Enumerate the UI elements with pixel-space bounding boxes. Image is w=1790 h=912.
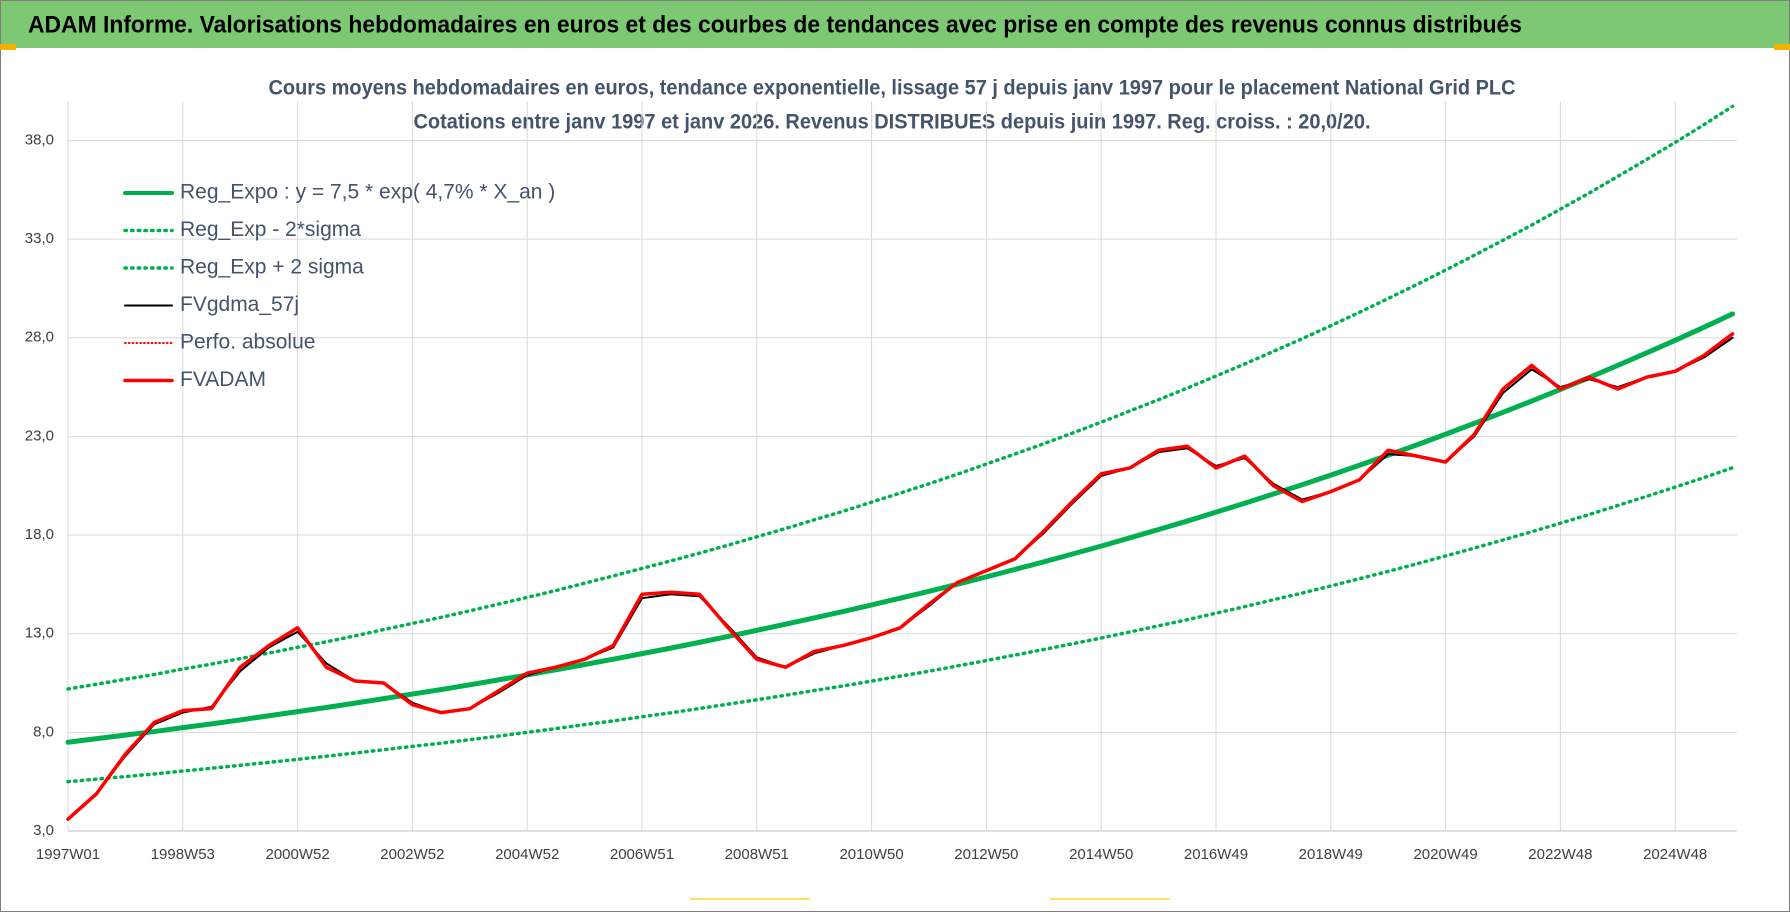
x-tick-label: 2022W48 [1528,846,1592,863]
series-line [66,466,1735,784]
legend-label: Reg_Expo : y = 7,5 * exp( 4,7% * X_an ) [180,181,555,204]
y-tick-label: 8,0 [33,723,54,740]
y-tick-label: 3,0 [33,822,54,839]
legend-label: FVADAM [180,368,266,391]
x-tick-label: 2020W49 [1413,846,1477,863]
x-tick-label: 2002W52 [380,846,444,863]
legend-label: Reg_Exp + 2 sigma [180,256,364,279]
series-line [66,332,1735,821]
x-tick-label: 2024W48 [1643,846,1707,863]
y-tick-label: 13,0 [25,625,54,642]
x-tick-label: 2014W50 [1069,846,1133,863]
corner [0,44,16,50]
chart-subtitle: Cotations entre janv 1997 et janv 2026. … [414,111,1371,134]
x-tick-label: 2016W49 [1184,846,1248,863]
x-tick-label: 2012W50 [954,846,1018,863]
y-tick-label: 33,0 [25,230,54,247]
x-tick-label: 2018W49 [1299,846,1363,863]
x-tick-label: 2006W51 [610,846,674,863]
legend-label: FVgdma_57j [180,293,299,316]
header-bar [1,1,1789,48]
series-line [65,311,1736,745]
y-tick-label: 18,0 [25,526,54,543]
x-tick-label: 2008W51 [725,846,789,863]
legend-label: Reg_Exp - 2*sigma [180,218,361,241]
x-tick-label: 2000W52 [265,846,329,863]
x-tick-label: 2010W50 [839,846,903,863]
x-tick-label: 1998W53 [151,846,215,863]
chart-title: Cours moyens hebdomadaires en euros, ten… [269,77,1516,100]
corner [1774,44,1790,50]
header-title: ADAM Informe. Valorisations hebdomadaire… [28,11,1522,38]
y-tick-label: 28,0 [25,329,54,346]
legend-label: Perfo. absolue [180,331,315,354]
series-line [66,104,1735,691]
x-tick-label: 2004W52 [495,846,559,863]
y-tick-label: 38,0 [25,131,54,148]
y-tick-label: 23,0 [25,427,54,444]
x-tick-label: 1997W01 [36,846,100,863]
